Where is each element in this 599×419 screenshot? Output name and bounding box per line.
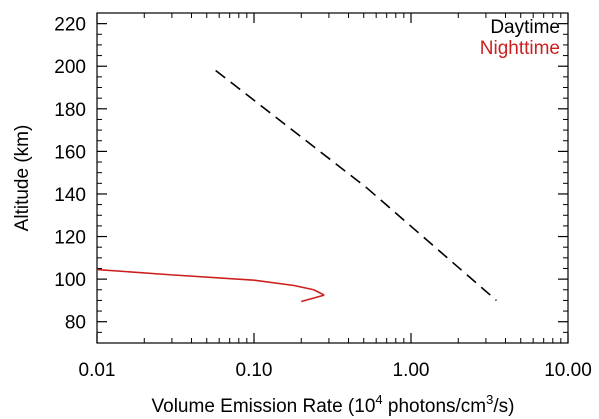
x-tick-label: 10.00 [544, 360, 592, 381]
y-tick-label: 160 [54, 142, 86, 163]
series-layer [96, 69, 497, 303]
legend-nighttime: Nighttime [480, 38, 560, 59]
nighttime-series-segment [96, 268, 172, 276]
y-axis-title: Altitude (km) [12, 125, 33, 232]
y-tick-label: 120 [54, 228, 86, 249]
nighttime-series-segment [301, 294, 325, 303]
y-tick-label: 220 [54, 15, 86, 36]
daytime-series-segment [365, 186, 497, 302]
y-tick-label: 80 [65, 313, 86, 334]
y-tick-label: 180 [54, 100, 86, 121]
y-tick-label: 200 [54, 57, 86, 78]
plot-frame [96, 12, 569, 344]
axis-ticks: 0.01 0.10 1.00 10.00 80 100 120 140 160 180 200 220 [54, 12, 592, 381]
nighttime-series-segment [253, 279, 295, 287]
nighttime-series-segment [313, 289, 325, 296]
x-tick-label: 0.01 [79, 360, 116, 381]
x-axis-title: Volume Emission Rate (104 photons/cm3/s) [152, 392, 515, 417]
nighttime-series-segment [293, 284, 314, 291]
daytime-series-segment [215, 69, 367, 189]
x-tick-label: 1.00 [393, 360, 430, 381]
nighttime-series-segment [171, 274, 255, 281]
legend-daytime: Daytime [490, 17, 560, 38]
y-tick-label: 140 [54, 185, 86, 206]
y-tick-label: 100 [54, 270, 86, 291]
x-tick-label: 0.10 [236, 360, 273, 381]
